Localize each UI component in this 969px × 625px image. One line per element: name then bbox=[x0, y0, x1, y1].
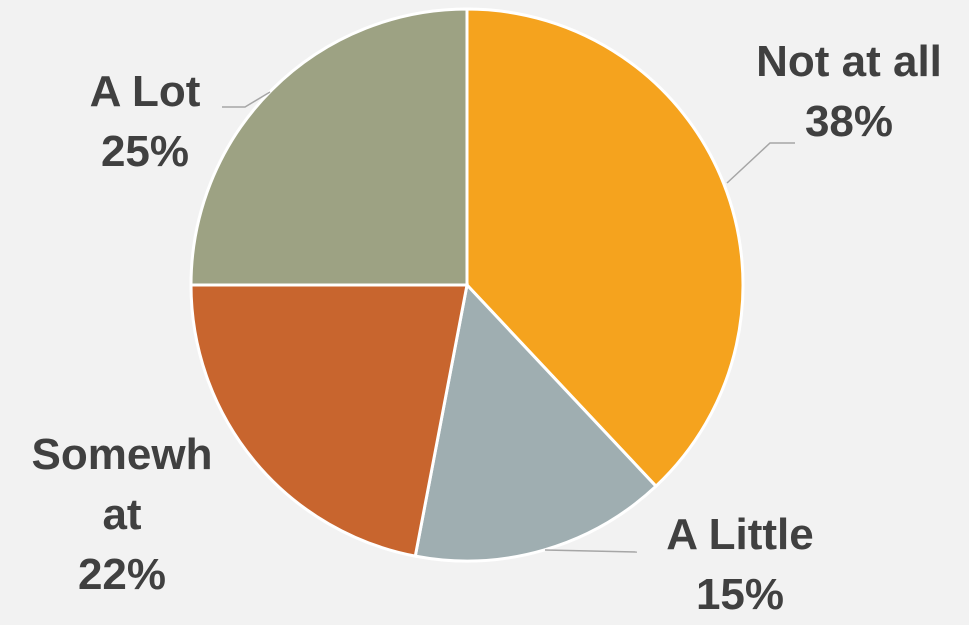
slice-label: Not at all 38% bbox=[719, 32, 969, 152]
category-label: A Little bbox=[666, 510, 814, 559]
category-label: A Lot bbox=[89, 67, 201, 116]
slice-label: A Lot 25% bbox=[25, 62, 265, 182]
slice-label: A Little 15% bbox=[610, 505, 870, 625]
leader-line bbox=[222, 91, 271, 108]
pie-slice bbox=[413, 281, 659, 563]
pie bbox=[189, 7, 745, 563]
leader-line bbox=[726, 142, 795, 184]
value-label: 38% bbox=[804, 97, 894, 146]
category-label: Not at all bbox=[756, 37, 942, 86]
slice-label: Somewhat 22% bbox=[22, 425, 222, 605]
value-label: 15% bbox=[695, 570, 785, 619]
value-label: 25% bbox=[100, 127, 190, 176]
leader-line bbox=[544, 549, 638, 553]
category-label: Somewhat bbox=[31, 430, 213, 539]
pie-slice bbox=[189, 7, 469, 287]
value-label: 22% bbox=[77, 550, 167, 599]
pie-slice bbox=[465, 7, 745, 489]
pie-slice bbox=[189, 283, 469, 558]
